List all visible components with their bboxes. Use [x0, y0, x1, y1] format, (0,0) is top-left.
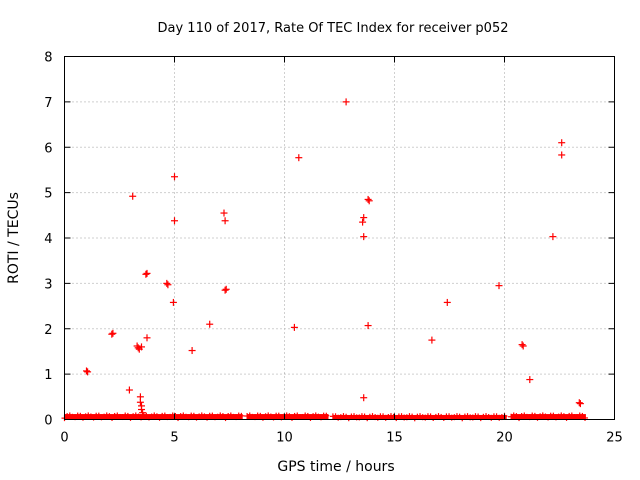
- y-tick-label: 6: [44, 141, 52, 156]
- baseline-crosses: [244, 412, 330, 421]
- data-point: [526, 376, 534, 384]
- data-point: [221, 217, 229, 225]
- data-point: [136, 398, 144, 406]
- data-point: [134, 344, 142, 352]
- data-point: [143, 269, 151, 277]
- y-tick-label: 1: [44, 368, 52, 383]
- baseline-band: [61, 412, 589, 422]
- data-point: [495, 282, 503, 290]
- data-point: [129, 192, 137, 200]
- baseline-crosses: [329, 413, 508, 422]
- data-point: [163, 279, 171, 287]
- data-point: [138, 406, 145, 414]
- y-tick-label: 0: [44, 414, 52, 429]
- data-point: [221, 286, 229, 294]
- data-point: [125, 386, 133, 394]
- data-point: [519, 342, 527, 350]
- x-tick-label: 15: [386, 431, 403, 446]
- x-tick-label: 10: [276, 431, 293, 446]
- x-tick-label: 25: [606, 431, 623, 446]
- data-point: [360, 394, 368, 402]
- data-point: [222, 285, 230, 293]
- data-point: [365, 197, 373, 205]
- data-point: [558, 151, 566, 159]
- data-point: [188, 347, 196, 355]
- data-point: [164, 281, 172, 289]
- axis-ticks: 0 5 10 15 20 25 0 1 2 3 4 5 6 7 8: [44, 51, 623, 446]
- y-tick-label: 3: [44, 277, 52, 292]
- chart-title: Day 110 of 2017, Rate Of TEC Index for r…: [158, 21, 509, 36]
- data-point: [364, 322, 372, 330]
- data-point: [290, 323, 298, 331]
- data-point: [342, 98, 350, 106]
- grid: [64, 56, 615, 420]
- data-point: [108, 330, 116, 338]
- data-point: [206, 320, 214, 328]
- data-point: [443, 298, 451, 306]
- y-tick-label: 8: [44, 51, 52, 66]
- data-point: [518, 341, 526, 349]
- data-point: [139, 409, 147, 417]
- data-point: [558, 139, 566, 147]
- y-tick-label: 7: [44, 96, 52, 111]
- data-point: [576, 400, 584, 408]
- data-point: [295, 154, 303, 162]
- data-point: [360, 214, 368, 222]
- data-point: [220, 209, 228, 217]
- y-tick-label: 2: [44, 323, 52, 338]
- data-point: [142, 270, 150, 278]
- data-point: [575, 399, 583, 407]
- x-tick-label: 20: [496, 431, 513, 446]
- x-axis-label: GPS time / hours: [277, 459, 394, 475]
- y-axis-label: ROTI / TECUs: [6, 192, 22, 284]
- data-point: [171, 173, 178, 181]
- data-point: [138, 343, 145, 351]
- data-point: [549, 233, 557, 241]
- data-point: [169, 298, 177, 306]
- data-point: [364, 195, 372, 203]
- plot-frame: [64, 56, 615, 420]
- baseline-crosses: [61, 412, 245, 422]
- data-point: [360, 233, 368, 241]
- data-point: [171, 217, 178, 225]
- baseline-crosses: [508, 412, 589, 422]
- data-point: [83, 367, 90, 375]
- data-point: [359, 218, 367, 226]
- x-tick-label: 0: [60, 431, 68, 446]
- data-point: [143, 334, 151, 342]
- x-tick-label: 5: [170, 431, 178, 446]
- data-point: [109, 329, 117, 337]
- y-tick-label: 4: [44, 232, 52, 247]
- data-points: [83, 98, 584, 417]
- data-point: [84, 368, 92, 376]
- y-tick-label: 5: [44, 187, 52, 202]
- data-point: [428, 336, 436, 344]
